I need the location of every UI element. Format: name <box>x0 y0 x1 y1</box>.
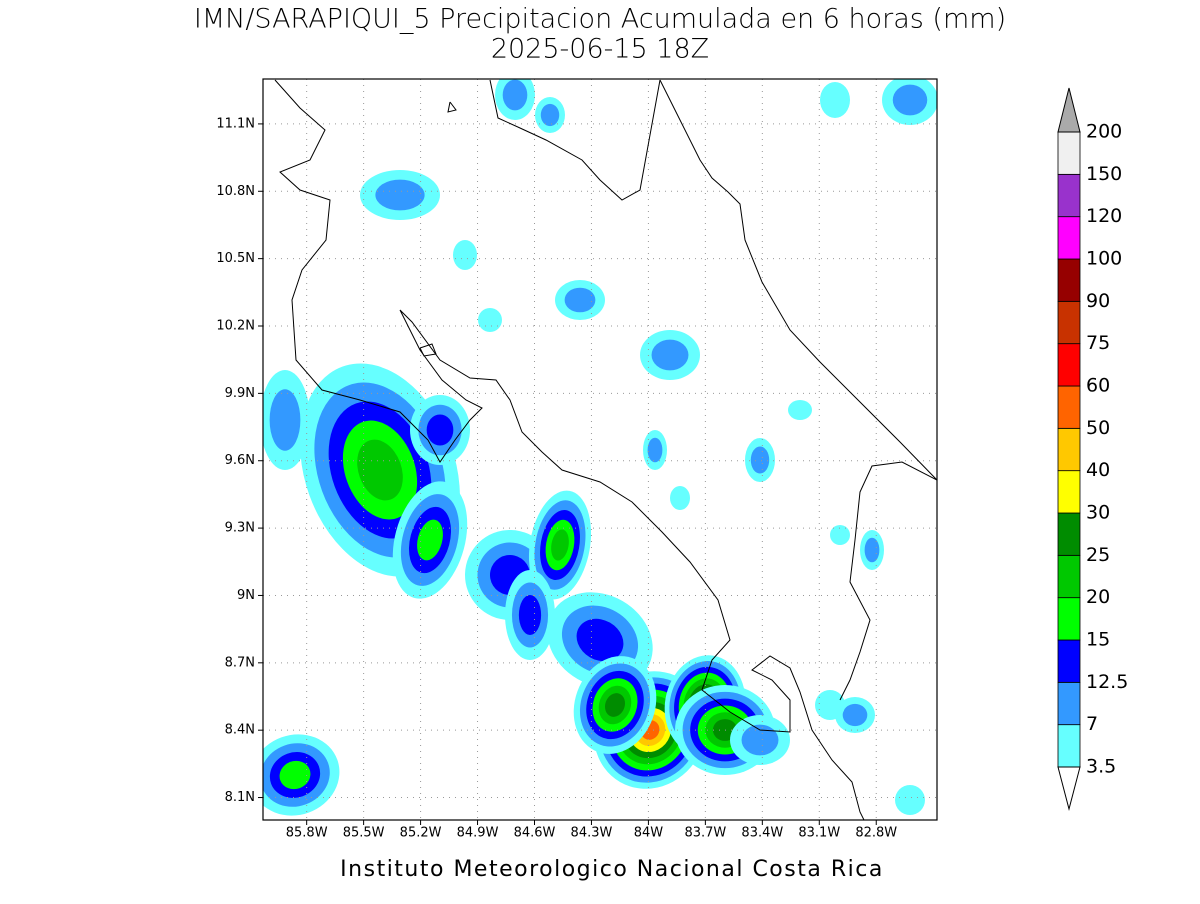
colorbar-under-arrow <box>1057 766 1081 811</box>
panama-coast <box>839 461 937 701</box>
precip-contour <box>815 690 845 720</box>
precip-contour <box>647 437 663 463</box>
precip-contour <box>788 400 812 420</box>
axis-ticks: 85.8W 85.5W 85.2W 84.9W 84.6W 84.3W 84W 83.7W 83… <box>216 116 897 840</box>
colorbar-segment <box>1057 597 1081 641</box>
colorbar-segment <box>1057 427 1081 472</box>
y-tick-label: 9.6N <box>225 453 255 468</box>
x-tick-label: 84W <box>634 826 664 841</box>
x-tick-label: 85.5W <box>343 826 385 841</box>
x-tick-label: 85.8W <box>286 826 328 841</box>
colorbar-label: 50 <box>1086 417 1110 439</box>
title: IMN/SARAPIQUI_5 Precipitacion Acumulada … <box>194 4 1006 35</box>
precip-contour <box>820 82 850 118</box>
precip-contour <box>453 240 477 270</box>
precip-contour <box>842 703 868 727</box>
caribbean-coast <box>659 79 937 481</box>
precip-contour <box>502 79 528 111</box>
y-tick-label: 9.9N <box>225 386 255 401</box>
y-tick-label: 8.7N <box>225 655 255 670</box>
precip-contour <box>279 760 311 790</box>
precipitation-field <box>263 79 937 816</box>
footer: Instituto Meteorologico Nacional Costa R… <box>340 857 884 882</box>
colorbar-label: 200 <box>1086 121 1122 143</box>
colorbar-label: 7 <box>1086 713 1098 735</box>
colorbar-label: 25 <box>1086 544 1110 566</box>
x-tick-label: 84.3W <box>571 826 613 841</box>
colorbar-segment <box>1057 512 1081 556</box>
colorbar-segment <box>1057 258 1081 302</box>
precip-contour <box>269 389 301 451</box>
precip-contour <box>651 339 689 371</box>
x-tick-label: 84.6W <box>514 826 556 841</box>
island <box>419 343 437 357</box>
colorbar-label: 40 <box>1086 459 1110 481</box>
colorbar-segment <box>1057 681 1081 726</box>
grid <box>263 79 937 820</box>
x-tick-label: 83.4W <box>741 826 783 841</box>
coastlines <box>274 79 937 820</box>
y-tick-label: 11.1N <box>216 116 255 131</box>
precip-contour <box>670 486 690 510</box>
colorbar-label: 150 <box>1086 163 1122 185</box>
colorbar-label: 12.5 <box>1086 671 1128 693</box>
precip-contour <box>426 414 454 446</box>
island <box>447 101 457 113</box>
x-tick-label: 83.1W <box>798 826 840 841</box>
map-frame <box>262 78 938 821</box>
precip-contour <box>830 525 850 545</box>
colorbar-segment <box>1057 343 1081 387</box>
colorbar-label: 15 <box>1086 629 1110 651</box>
precip-contour <box>551 529 569 561</box>
colorbar-segment <box>1057 300 1081 345</box>
colorbar-segment <box>1057 173 1081 218</box>
colorbar: 3.5 7 12.5 15 20 25 30 40 50 60 75 90 100 120 150 200 <box>1057 87 1128 811</box>
precip-contour <box>864 537 880 563</box>
y-tick-label: 10.8N <box>216 184 255 199</box>
precip-contour <box>576 618 624 662</box>
x-tick-label: 83.7W <box>684 826 726 841</box>
pacific-coast <box>274 79 865 820</box>
colorbar-label: 90 <box>1086 290 1110 312</box>
colorbar-label: 3.5 <box>1086 756 1116 778</box>
x-tick-label: 82.8W <box>855 826 897 841</box>
precip-contour <box>375 179 425 211</box>
x-tick-label: 85.2W <box>400 826 442 841</box>
precip-contour <box>357 439 403 501</box>
precip-contour <box>892 84 928 116</box>
y-tick-label: 8.1N <box>225 790 255 805</box>
precip-contour <box>417 519 443 561</box>
y-tick-label: 8.4N <box>225 723 255 738</box>
colorbar-label: 60 <box>1086 375 1110 397</box>
precip-contour <box>895 785 925 815</box>
colorbar-label: 30 <box>1086 502 1110 524</box>
precip-contour <box>540 103 560 127</box>
precip-contour <box>750 446 770 474</box>
precip-contour <box>518 595 542 635</box>
precip-contour <box>564 287 596 313</box>
colorbar-label: 120 <box>1086 205 1122 227</box>
colorbar-segment <box>1057 470 1081 514</box>
x-tick-label: 84.9W <box>457 826 499 841</box>
colorbar-segment <box>1057 131 1081 175</box>
colorbar-segment <box>1057 724 1081 768</box>
colorbar-over-arrow <box>1057 87 1081 133</box>
colorbar-segment <box>1057 216 1081 260</box>
y-tick-label: 9N <box>237 588 255 603</box>
y-tick-label: 10.5N <box>216 251 255 266</box>
precip-contour <box>741 724 779 756</box>
colorbar-segment <box>1057 385 1081 429</box>
border-north <box>489 79 661 201</box>
colorbar-label: 100 <box>1086 248 1122 270</box>
y-tick-label: 9.3N <box>225 521 255 536</box>
colorbar-label: 20 <box>1086 586 1110 608</box>
subtitle: 2025-06-15 18Z <box>491 34 709 65</box>
precip-contour <box>478 308 502 332</box>
colorbar-segment <box>1057 554 1081 599</box>
colorbar-segment <box>1057 639 1081 683</box>
precip-contour <box>604 693 626 717</box>
y-tick-label: 10.2N <box>216 319 255 334</box>
colorbar-label: 75 <box>1086 332 1110 354</box>
